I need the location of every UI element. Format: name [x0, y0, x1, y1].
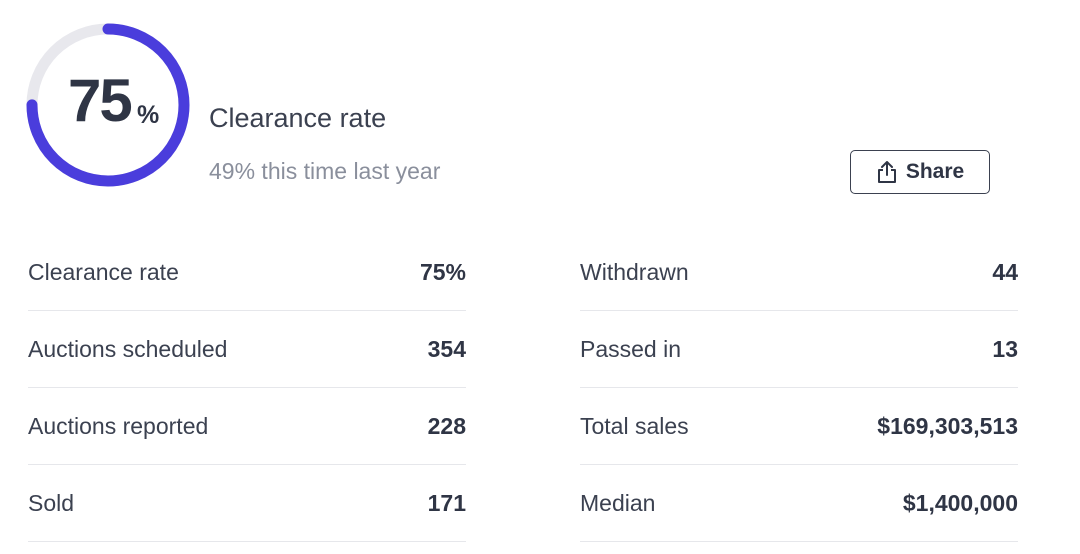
stat-value: 354	[427, 335, 466, 362]
stat-row: Median $1,400,000	[580, 465, 1018, 542]
stat-value: 75%	[419, 258, 466, 285]
stat-label: Median	[580, 489, 656, 516]
gauge-unit: %	[137, 101, 160, 129]
stat-label: Auctions reported	[28, 412, 209, 439]
stat-row: Auctions scheduled 354	[28, 311, 466, 388]
stat-label: Clearance rate	[28, 258, 179, 285]
stat-row: Total sales $169,303,513	[580, 388, 1018, 465]
gauge-value: 75	[68, 67, 133, 134]
stat-value: 13	[992, 335, 1018, 362]
title: Clearance rate	[209, 103, 387, 133]
stat-label: Total sales	[580, 412, 689, 439]
subtitle: 49% this time last year	[209, 158, 441, 184]
stat-value: $169,303,513	[877, 412, 1018, 439]
stat-row: Passed in 13	[580, 311, 1018, 388]
stat-label: Sold	[28, 489, 75, 516]
stat-row: Clearance rate 75%	[28, 234, 466, 311]
stat-label: Auctions scheduled	[28, 335, 228, 362]
stat-value: 228	[427, 412, 466, 439]
stat-label: Withdrawn	[580, 258, 689, 285]
stats-right: Withdrawn 44 Passed in 13 Total sales $169,30…	[580, 234, 1018, 542]
stat-row: Withdrawn 44	[580, 234, 1018, 311]
stats-left: Clearance rate 75% Auctions scheduled 354 Au…	[28, 234, 466, 542]
stat-label: Passed in	[580, 335, 682, 362]
stat-value: 44	[992, 258, 1018, 285]
gauge	[26, 23, 190, 187]
stat-value: 171	[427, 489, 466, 516]
share-icon	[877, 161, 896, 183]
stat-row: Sold 171	[28, 465, 466, 542]
stat-row: Auctions reported 228	[28, 388, 466, 465]
stat-value: $1,400,000	[902, 489, 1018, 516]
share-button[interactable]: Share	[850, 150, 990, 194]
share-label: Share	[905, 160, 965, 183]
gauge-arc	[26, 23, 190, 187]
